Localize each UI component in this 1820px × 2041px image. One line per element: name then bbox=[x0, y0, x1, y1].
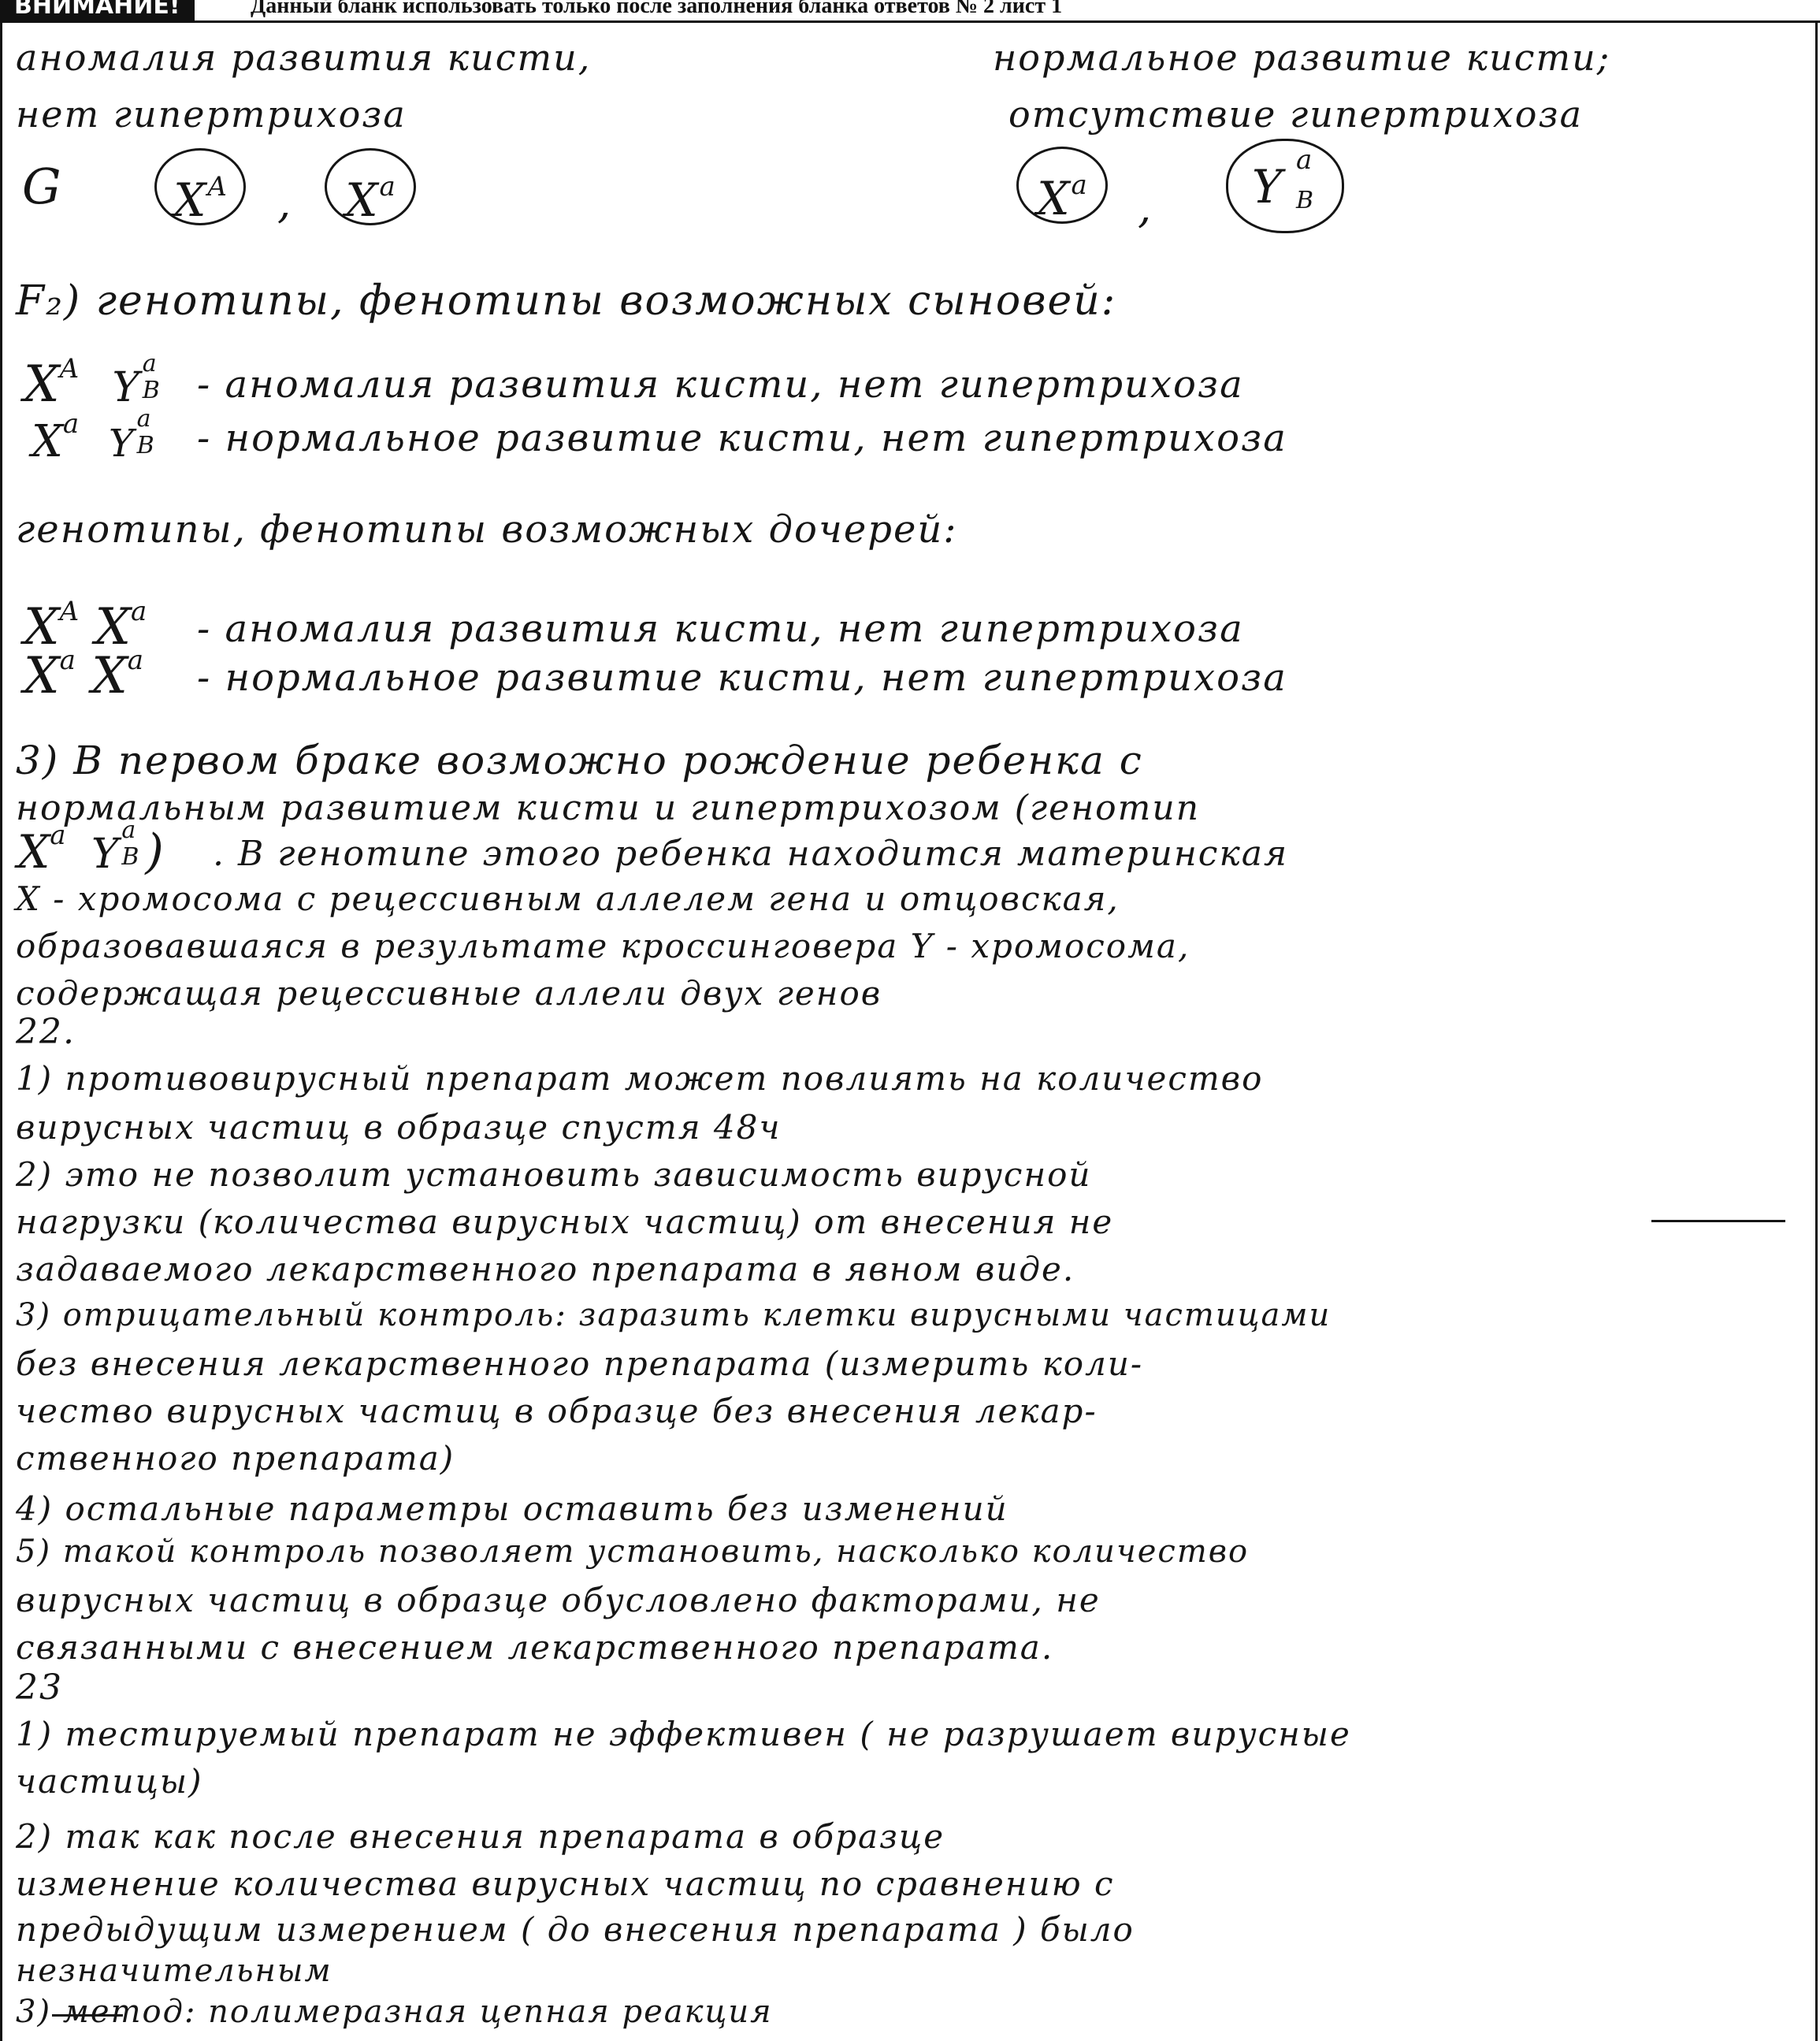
comma-separator: , bbox=[277, 178, 293, 228]
task-number: 23 bbox=[16, 1667, 63, 1708]
handwritten-line: вирусных частиц в образце спустя 48ч bbox=[16, 1108, 782, 1147]
handwritten-line: образовавшаяся в результате кроссинговер… bbox=[16, 927, 1190, 965]
handwritten-line: задаваемого лекарственного препарата в я… bbox=[16, 1250, 1075, 1288]
warning-header: ВНИМАНИЕ! Данный бланк использовать толь… bbox=[0, 0, 1820, 20]
handwritten-line: нет гипертрихоза bbox=[16, 93, 407, 136]
handwritten-line: содержащая рецессивные аллели двух генов bbox=[16, 974, 882, 1013]
gametes-label: G bbox=[22, 158, 63, 215]
handwritten-line: 4) остальные параметры оставить без изме… bbox=[16, 1489, 1008, 1528]
strikethrough bbox=[1651, 1220, 1785, 1222]
handwritten-line: 5) такой контроль позволяет установить, … bbox=[16, 1534, 1250, 1570]
handwritten-line: нормальное развитие кисти; bbox=[993, 36, 1611, 79]
handwritten-line: генотипы, фенотипы возможных дочерей: bbox=[16, 507, 958, 552]
handwritten-line: 3) метод: полимеразная цепная реакция bbox=[16, 1994, 773, 2030]
gamete-circle: Y a B bbox=[1226, 139, 1344, 233]
handwritten-line: без внесения лекарственного препарата (и… bbox=[16, 1344, 1144, 1383]
handwritten-line: изменение количества вирусных частиц по … bbox=[16, 1864, 1115, 1903]
handwritten-line: 2) так как после внесения препарата в об… bbox=[16, 1817, 945, 1856]
handwritten-line: ственного препарата) bbox=[16, 1439, 455, 1478]
handwritten-line: незначительным bbox=[16, 1953, 332, 1989]
handwritten-line: 3) отрицательный контроль: заразить клет… bbox=[16, 1297, 1332, 1333]
handwritten-line: X - хромосома с рецессивным аллелем гена… bbox=[16, 879, 1120, 918]
handwritten-line: F₂) генотипы, фенотипы возможных сыновей… bbox=[16, 277, 1117, 325]
handwritten-line: - нормальное развитие кисти, нет гипертр… bbox=[197, 656, 1287, 700]
gamete-circle: XA bbox=[154, 148, 246, 227]
handwritten-line: - аномалия развития кисти, нет гипертрих… bbox=[197, 607, 1244, 651]
handwritten-line: связанными с внесением лекарственного пр… bbox=[16, 1628, 1054, 1667]
handwritten-line: . В генотипе этого ребенка находится мат… bbox=[213, 834, 1289, 874]
handwritten-line: - аномалия развития кисти, нет гипертрих… bbox=[197, 362, 1244, 407]
handwritten-line: аномалия развития кисти, bbox=[16, 36, 592, 79]
header-rule bbox=[0, 20, 1820, 23]
handwritten-line: 3) В первом браке возможно рождение ребе… bbox=[16, 738, 1143, 783]
gamete-circle: Xa bbox=[1016, 147, 1108, 225]
gamete-circle: Xa bbox=[325, 148, 416, 227]
handwritten-line: чество вирусных частиц в образце без вне… bbox=[16, 1392, 1098, 1430]
handwritten-line: отсутствие гипертрихоза bbox=[1008, 93, 1584, 136]
handwritten-line: частицы) bbox=[16, 1762, 203, 1801]
handwritten-line: - нормальное развитие кисти, нет гипертр… bbox=[197, 416, 1287, 460]
handwritten-line: предыдущим измерением ( до внесения преп… bbox=[16, 1910, 1135, 1949]
task-number: 22. bbox=[16, 1012, 76, 1052]
handwritten-line: 1) тестируемый препарат не эффективен ( … bbox=[16, 1715, 1351, 1753]
handwritten-line: 1) противовирусный препарат может повлия… bbox=[16, 1059, 1264, 1098]
handwritten-line: нагрузки (количества вирусных частиц) от… bbox=[16, 1203, 1114, 1241]
answer-sheet-frame bbox=[0, 20, 1818, 2041]
handwritten-line: 2) это не позволит установить зависимост… bbox=[16, 1155, 1092, 1194]
genotype-daughter-2: Xa Xa bbox=[24, 645, 144, 705]
comma-separator: , bbox=[1138, 183, 1153, 232]
strikethrough bbox=[52, 2014, 123, 2017]
warning-badge: ВНИМАНИЕ! bbox=[0, 0, 195, 20]
warning-note: Данный бланк использовать только после з… bbox=[251, 0, 1063, 18]
handwritten-line: вирусных частиц в образце обусловлено фа… bbox=[16, 1581, 1101, 1619]
genotype-daughter-1: XA Xa bbox=[24, 596, 147, 656]
handwritten-line: нормальным развитием кисти и гипертрихоз… bbox=[16, 788, 1201, 828]
